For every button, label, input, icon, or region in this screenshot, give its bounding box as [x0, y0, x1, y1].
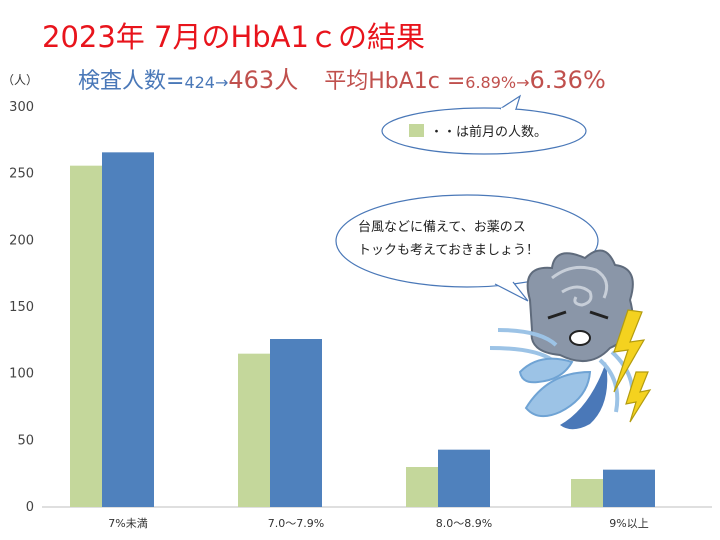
advice-bubble: 台風などに備えて、お薬のス トックも考えておきましょう！ [335, 194, 599, 302]
y-unit-label: （人） [2, 73, 38, 87]
y-tick-label: 0 [26, 500, 34, 515]
bar-current-month [102, 152, 154, 508]
x-category-label: 7.0～7.9% [268, 517, 324, 530]
chart-subtitle: 検査人数=424→463人 平均HbA1c =6.89%→6.36% [78, 60, 606, 95]
legend-bubble: ・・は前月の人数。 [381, 94, 587, 155]
count-label: 検査人数= [78, 69, 185, 94]
avg-now: 6.36% [529, 66, 606, 94]
bar-previous-month [70, 165, 102, 507]
count-arrow: → [214, 73, 229, 92]
bar-previous-month [571, 479, 603, 507]
avg-prev: 6.89% [465, 73, 517, 92]
y-tick-label: 300 [9, 100, 34, 115]
x-category-label: 8.0～8.9% [436, 517, 492, 530]
avg-arrow: → [516, 73, 530, 92]
y-tick-label: 200 [9, 233, 34, 248]
y-tick-label: 150 [9, 300, 34, 315]
bar-current-month [438, 449, 490, 507]
count-prev: 424 [184, 73, 215, 92]
bar-current-month [603, 469, 655, 507]
legend-note: ・・は前月の人数。 [430, 124, 547, 140]
y-tick-label: 250 [9, 167, 34, 182]
advice-line-2: トックも考えておきましょう！ [358, 243, 539, 258]
bar-previous-month [238, 353, 270, 507]
bar-previous-month [406, 467, 438, 507]
x-category-label: 7%未満 [108, 517, 147, 530]
typhoon-character-illustration [489, 249, 652, 430]
legend-swatch [409, 124, 424, 137]
y-tick-label: 100 [9, 367, 34, 382]
avg-label: 平均HbA1c = [324, 69, 466, 94]
advice-line-1: 台風などに備えて、お薬のス [358, 219, 526, 235]
x-category-label: 9%以上 [609, 517, 648, 530]
chart-title: 2023年 7月のHbA1ｃの結果 [42, 20, 425, 54]
count-now: 463人 [228, 66, 299, 94]
bar-current-month [270, 339, 322, 507]
y-tick-label: 50 [17, 433, 34, 448]
